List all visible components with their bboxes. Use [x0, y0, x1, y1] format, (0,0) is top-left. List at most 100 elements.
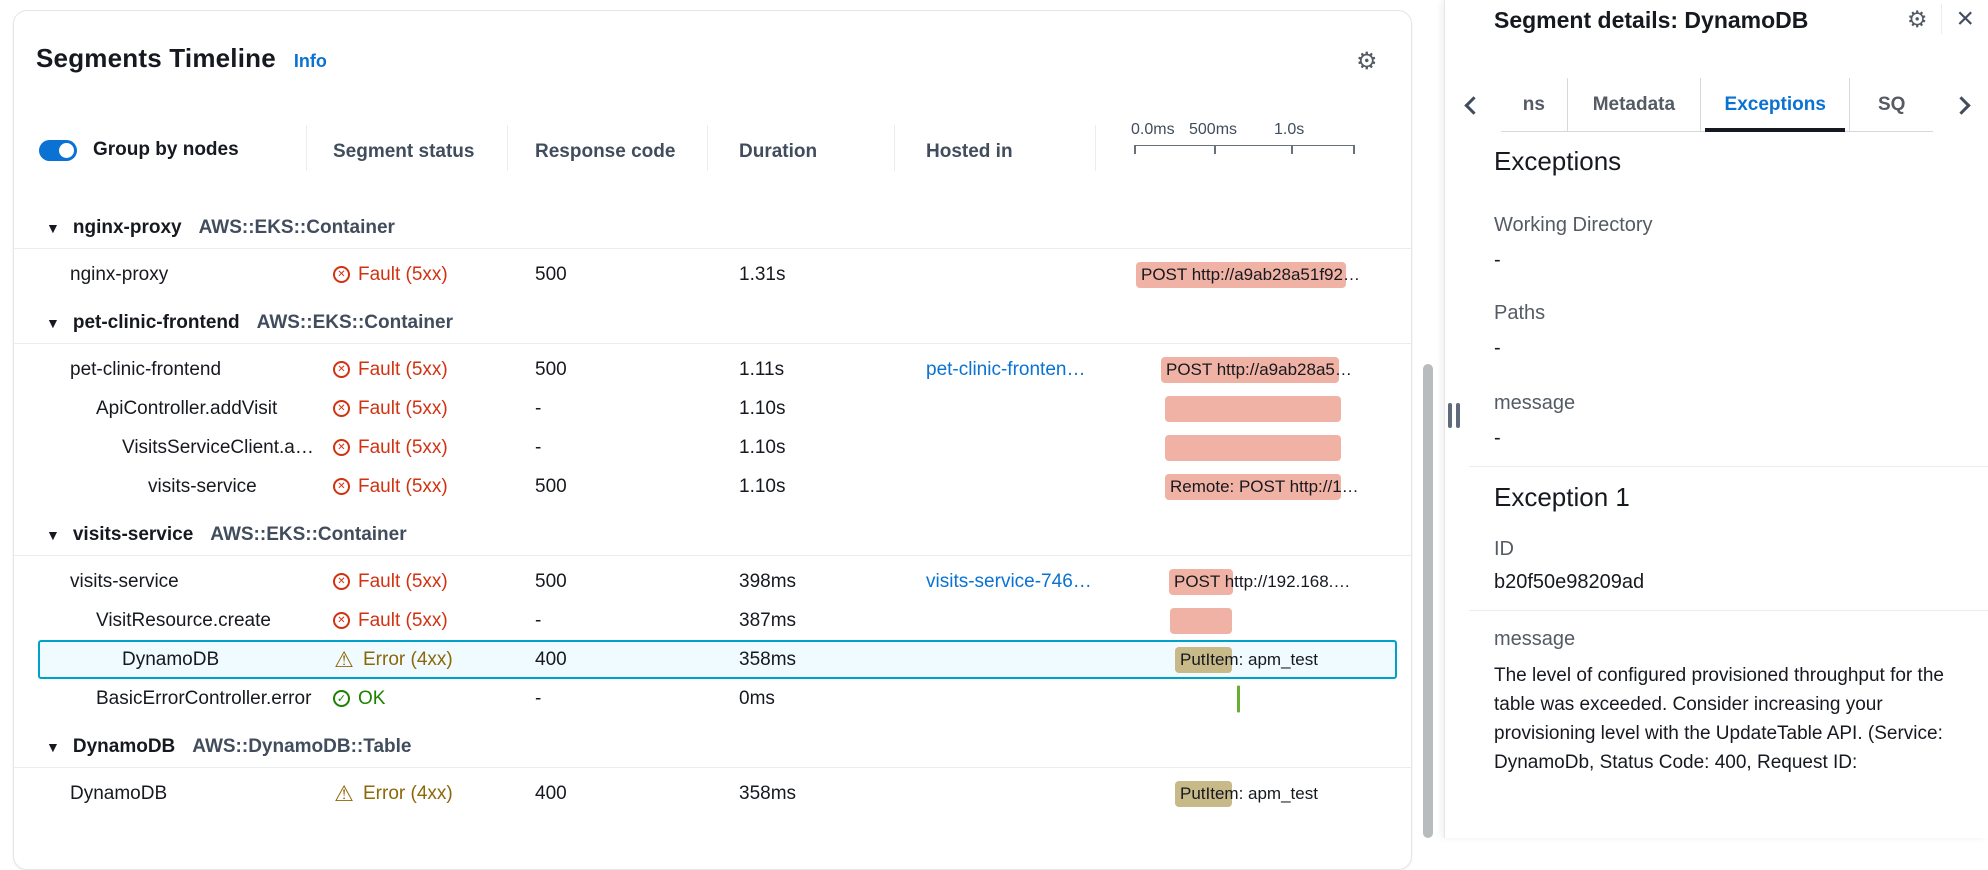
response-code: 500 [535, 358, 567, 380]
status-icon [333, 690, 350, 707]
toggle-knob [59, 142, 74, 158]
column-header-duration: Duration [739, 141, 818, 162]
status-badge: Fault (5xx) [333, 398, 448, 420]
tab-sql-partial[interactable]: SQ [1849, 78, 1933, 132]
group-node-type: AWS::EKS::Container [256, 311, 453, 333]
tab-exceptions[interactable]: Exceptions [1700, 78, 1849, 132]
group-header-visits-service[interactable]: ▼ visits-service AWS::EKS::Container [14, 506, 1411, 556]
segment-row[interactable]: ApiController.addVisit Fault (5xx) - 1.1… [14, 389, 1411, 428]
timeline-bar[interactable]: PutItem: apm_test [1175, 780, 1318, 807]
segment-row[interactable]: VisitResource.create Fault (5xx) - 387ms [14, 601, 1411, 640]
header-divider [707, 125, 708, 171]
timeline-lane: POST http://a9ab28a5… [1134, 350, 1354, 389]
status-label: Fault (5xx) [358, 358, 448, 380]
group-header-dynamodb[interactable]: ▼ DynamoDB AWS::DynamoDB::Table [14, 718, 1411, 768]
close-icon[interactable]: × [1956, 2, 1974, 35]
segment-row[interactable]: nginx-proxy Fault (5xx) 500 1.31s POST h… [14, 255, 1411, 294]
card-header: Segments Timeline Info [36, 43, 327, 74]
status-badge: Fault (5xx) [333, 359, 448, 381]
segment-row[interactable]: visits-service Fault (5xx) 500 1.10s Rem… [14, 467, 1411, 506]
header-divider [1095, 125, 1096, 171]
field-label: message [1494, 392, 1576, 414]
status-icon [333, 612, 350, 629]
timeline-bar[interactable] [1165, 395, 1341, 422]
gear-icon[interactable]: ⚙ [1906, 5, 1928, 32]
status-icon [333, 649, 355, 671]
timeline-lane [1134, 601, 1354, 640]
group-header-nginx-proxy[interactable]: ▼ nginx-proxy AWS::EKS::Container [14, 199, 1411, 249]
segment-row[interactable]: DynamoDB Error (4xx) 400 358ms PutItem: … [14, 774, 1411, 813]
timeline-lane [1134, 679, 1354, 718]
timeline-lane: POST http://192.168.… [1134, 562, 1354, 601]
status-badge: Fault (5xx) [333, 437, 448, 459]
duration: 358ms [739, 782, 797, 804]
duration: 1.10s [739, 397, 786, 419]
tab-metadata[interactable]: Metadata [1566, 78, 1700, 132]
exceptions-heading: Exceptions [1494, 146, 1622, 176]
page-title: Segments Timeline [36, 43, 276, 73]
header-divider [894, 125, 895, 171]
gear-icon[interactable]: ⚙ [1356, 48, 1378, 75]
field-label: Working Directory [1494, 214, 1653, 236]
vertical-scrollbar[interactable] [1423, 364, 1433, 838]
status-label: Fault (5xx) [358, 475, 448, 497]
group-name: nginx-proxy [72, 216, 182, 238]
segment-row[interactable]: VisitsServiceClient.a… Fault (5xx) - 1.1… [14, 428, 1411, 467]
tabs-scroll-right-button[interactable] [1933, 78, 1988, 132]
timeline-lane: Remote: POST http://1… [1134, 467, 1359, 506]
info-link[interactable]: Info [293, 51, 327, 71]
segment-details-panel: Segment details: DynamoDB ⚙ × ns Metadat… [1444, 0, 1988, 838]
timeline-bar[interactable] [1165, 434, 1341, 461]
timeline-bar[interactable]: PutItem: apm_test [1175, 646, 1318, 673]
status-badge: Fault (5xx) [333, 476, 448, 498]
duration: 0ms [739, 687, 775, 709]
collapse-triangle-icon[interactable]: ▼ [46, 219, 60, 236]
group-name: visits-service [72, 523, 194, 545]
collapse-triangle-icon[interactable]: ▼ [46, 314, 60, 331]
header-divider [507, 125, 508, 171]
collapse-triangle-icon[interactable]: ▼ [46, 738, 60, 755]
axis-tick-label: 500ms [1189, 121, 1238, 138]
duration: 1.10s [739, 475, 786, 497]
collapse-triangle-icon[interactable]: ▼ [46, 526, 60, 543]
segment-row[interactable]: BasicErrorController.error OK - 0ms [14, 679, 1411, 718]
segment-name: VisitResource.create [96, 609, 271, 631]
response-code: - [535, 397, 542, 419]
status-badge: Error (4xx) [333, 649, 453, 671]
segment-name: DynamoDB [70, 782, 168, 804]
segment-row[interactable]: pet-clinic-frontend Fault (5xx) 500 1.11… [14, 350, 1411, 389]
segment-row-selected[interactable]: DynamoDB Error (4xx) 400 358ms PutItem: … [14, 640, 1411, 679]
group-by-nodes-toggle[interactable] [39, 139, 77, 161]
timeline-bar[interactable]: POST http://192.168.… [1169, 568, 1350, 595]
tabs-scroll-left-button[interactable] [1445, 78, 1501, 132]
timeline-bar[interactable]: POST http://a9ab28a5… [1161, 356, 1352, 383]
segment-name: visits-service [148, 475, 257, 497]
column-header-hosted-in: Hosted in [926, 141, 1013, 162]
hosted-in-link[interactable]: visits-service-746… [926, 570, 1092, 592]
duration: 1.31s [739, 263, 786, 285]
timeline-bar[interactable]: POST http://a9ab28a51f92… [1136, 261, 1360, 288]
timeline-bar[interactable] [1170, 607, 1232, 634]
panel-resize-handle[interactable] [1448, 403, 1460, 428]
duration: 358ms [739, 648, 797, 670]
group-node-type: AWS::DynamoDB::Table [192, 735, 412, 757]
tab-annotations-partial[interactable]: ns [1522, 94, 1545, 115]
status-label: Fault (5xx) [358, 263, 448, 285]
chevron-right-icon [1951, 95, 1971, 115]
duration: 398ms [739, 570, 797, 592]
timeline-lane [1134, 389, 1354, 428]
group-node-type: AWS::EKS::Container [210, 523, 407, 545]
bar-label: PutItem: apm_test [1180, 649, 1318, 669]
status-label: Fault (5xx) [358, 570, 448, 592]
status-badge: Fault (5xx) [333, 264, 448, 286]
detail-tabs: ns Metadata Exceptions SQ [1445, 78, 1988, 132]
hosted-in-link[interactable]: pet-clinic-fronten… [926, 358, 1086, 380]
group-header-pet-clinic-frontend[interactable]: ▼ pet-clinic-frontend AWS::EKS::Containe… [14, 294, 1411, 344]
axis-tick-label: 0.0ms [1131, 121, 1175, 138]
bar-label: Remote: POST http://1… [1170, 476, 1359, 496]
segment-name: pet-clinic-frontend [70, 358, 222, 380]
group-by-nodes-label: Group by nodes [93, 139, 239, 160]
segment-row[interactable]: visits-service Fault (5xx) 500 398ms vis… [14, 562, 1411, 601]
timeline-bar[interactable]: Remote: POST http://1… [1165, 473, 1359, 500]
timeline-bar[interactable] [1237, 685, 1240, 712]
